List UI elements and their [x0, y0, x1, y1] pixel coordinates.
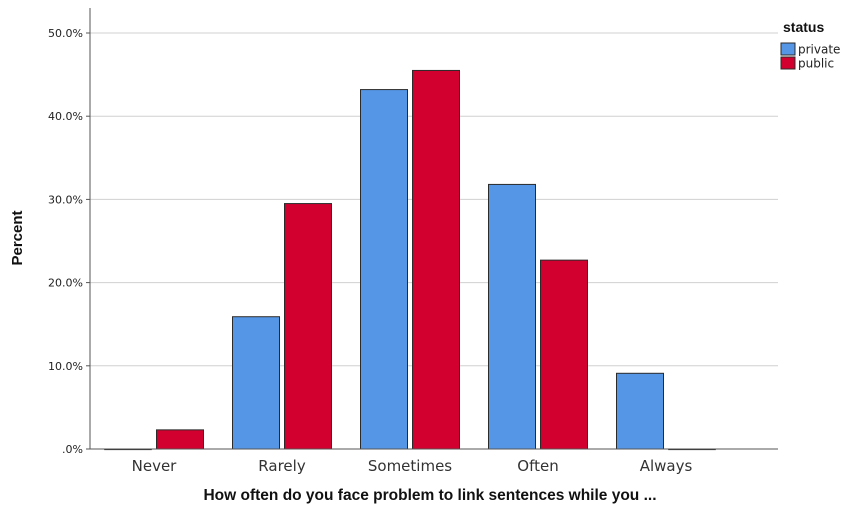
- x-tick-label: Always: [640, 457, 693, 475]
- legend-label-public: public: [798, 57, 834, 71]
- legend-label-private: private: [798, 43, 840, 57]
- y-tick-label: 20.0%: [48, 277, 83, 290]
- x-axis-label: How often do you face problem to link se…: [203, 487, 656, 504]
- bar-private-sometimes: [360, 89, 408, 450]
- y-tick-label: 30.0%: [48, 193, 83, 206]
- y-axis-label: Percent: [9, 210, 26, 265]
- legend-swatch-public: [780, 56, 796, 70]
- x-tick-labels: Never Rarely Sometimes Often Always: [132, 457, 693, 475]
- x-tick-label: Rarely: [258, 457, 306, 475]
- bar-public-sometimes: [412, 69, 460, 450]
- legend-swatch-private: [780, 42, 796, 56]
- x-tick-label: Often: [517, 457, 558, 475]
- y-tick-label: 10.0%: [48, 360, 83, 373]
- x-tick-label: Never: [132, 457, 178, 475]
- bar-private-often: [488, 183, 536, 450]
- y-tick-labels: .0% 10.0% 20.0% 30.0% 40.0% 50.0%: [48, 27, 90, 456]
- legend-title: status: [783, 19, 824, 35]
- y-tick-label: 40.0%: [48, 110, 83, 123]
- bar-public-never: [156, 429, 204, 450]
- bar-public-often: [540, 259, 588, 450]
- y-tick-label: .0%: [62, 443, 83, 456]
- axes: [89, 8, 778, 450]
- y-tick-label: 50.0%: [48, 27, 83, 40]
- bar-public-rarely: [284, 203, 332, 450]
- bar-private-always: [616, 372, 664, 450]
- bar-private-rarely: [232, 316, 280, 450]
- bars: [104, 69, 716, 451]
- x-tick-label: Sometimes: [368, 457, 452, 475]
